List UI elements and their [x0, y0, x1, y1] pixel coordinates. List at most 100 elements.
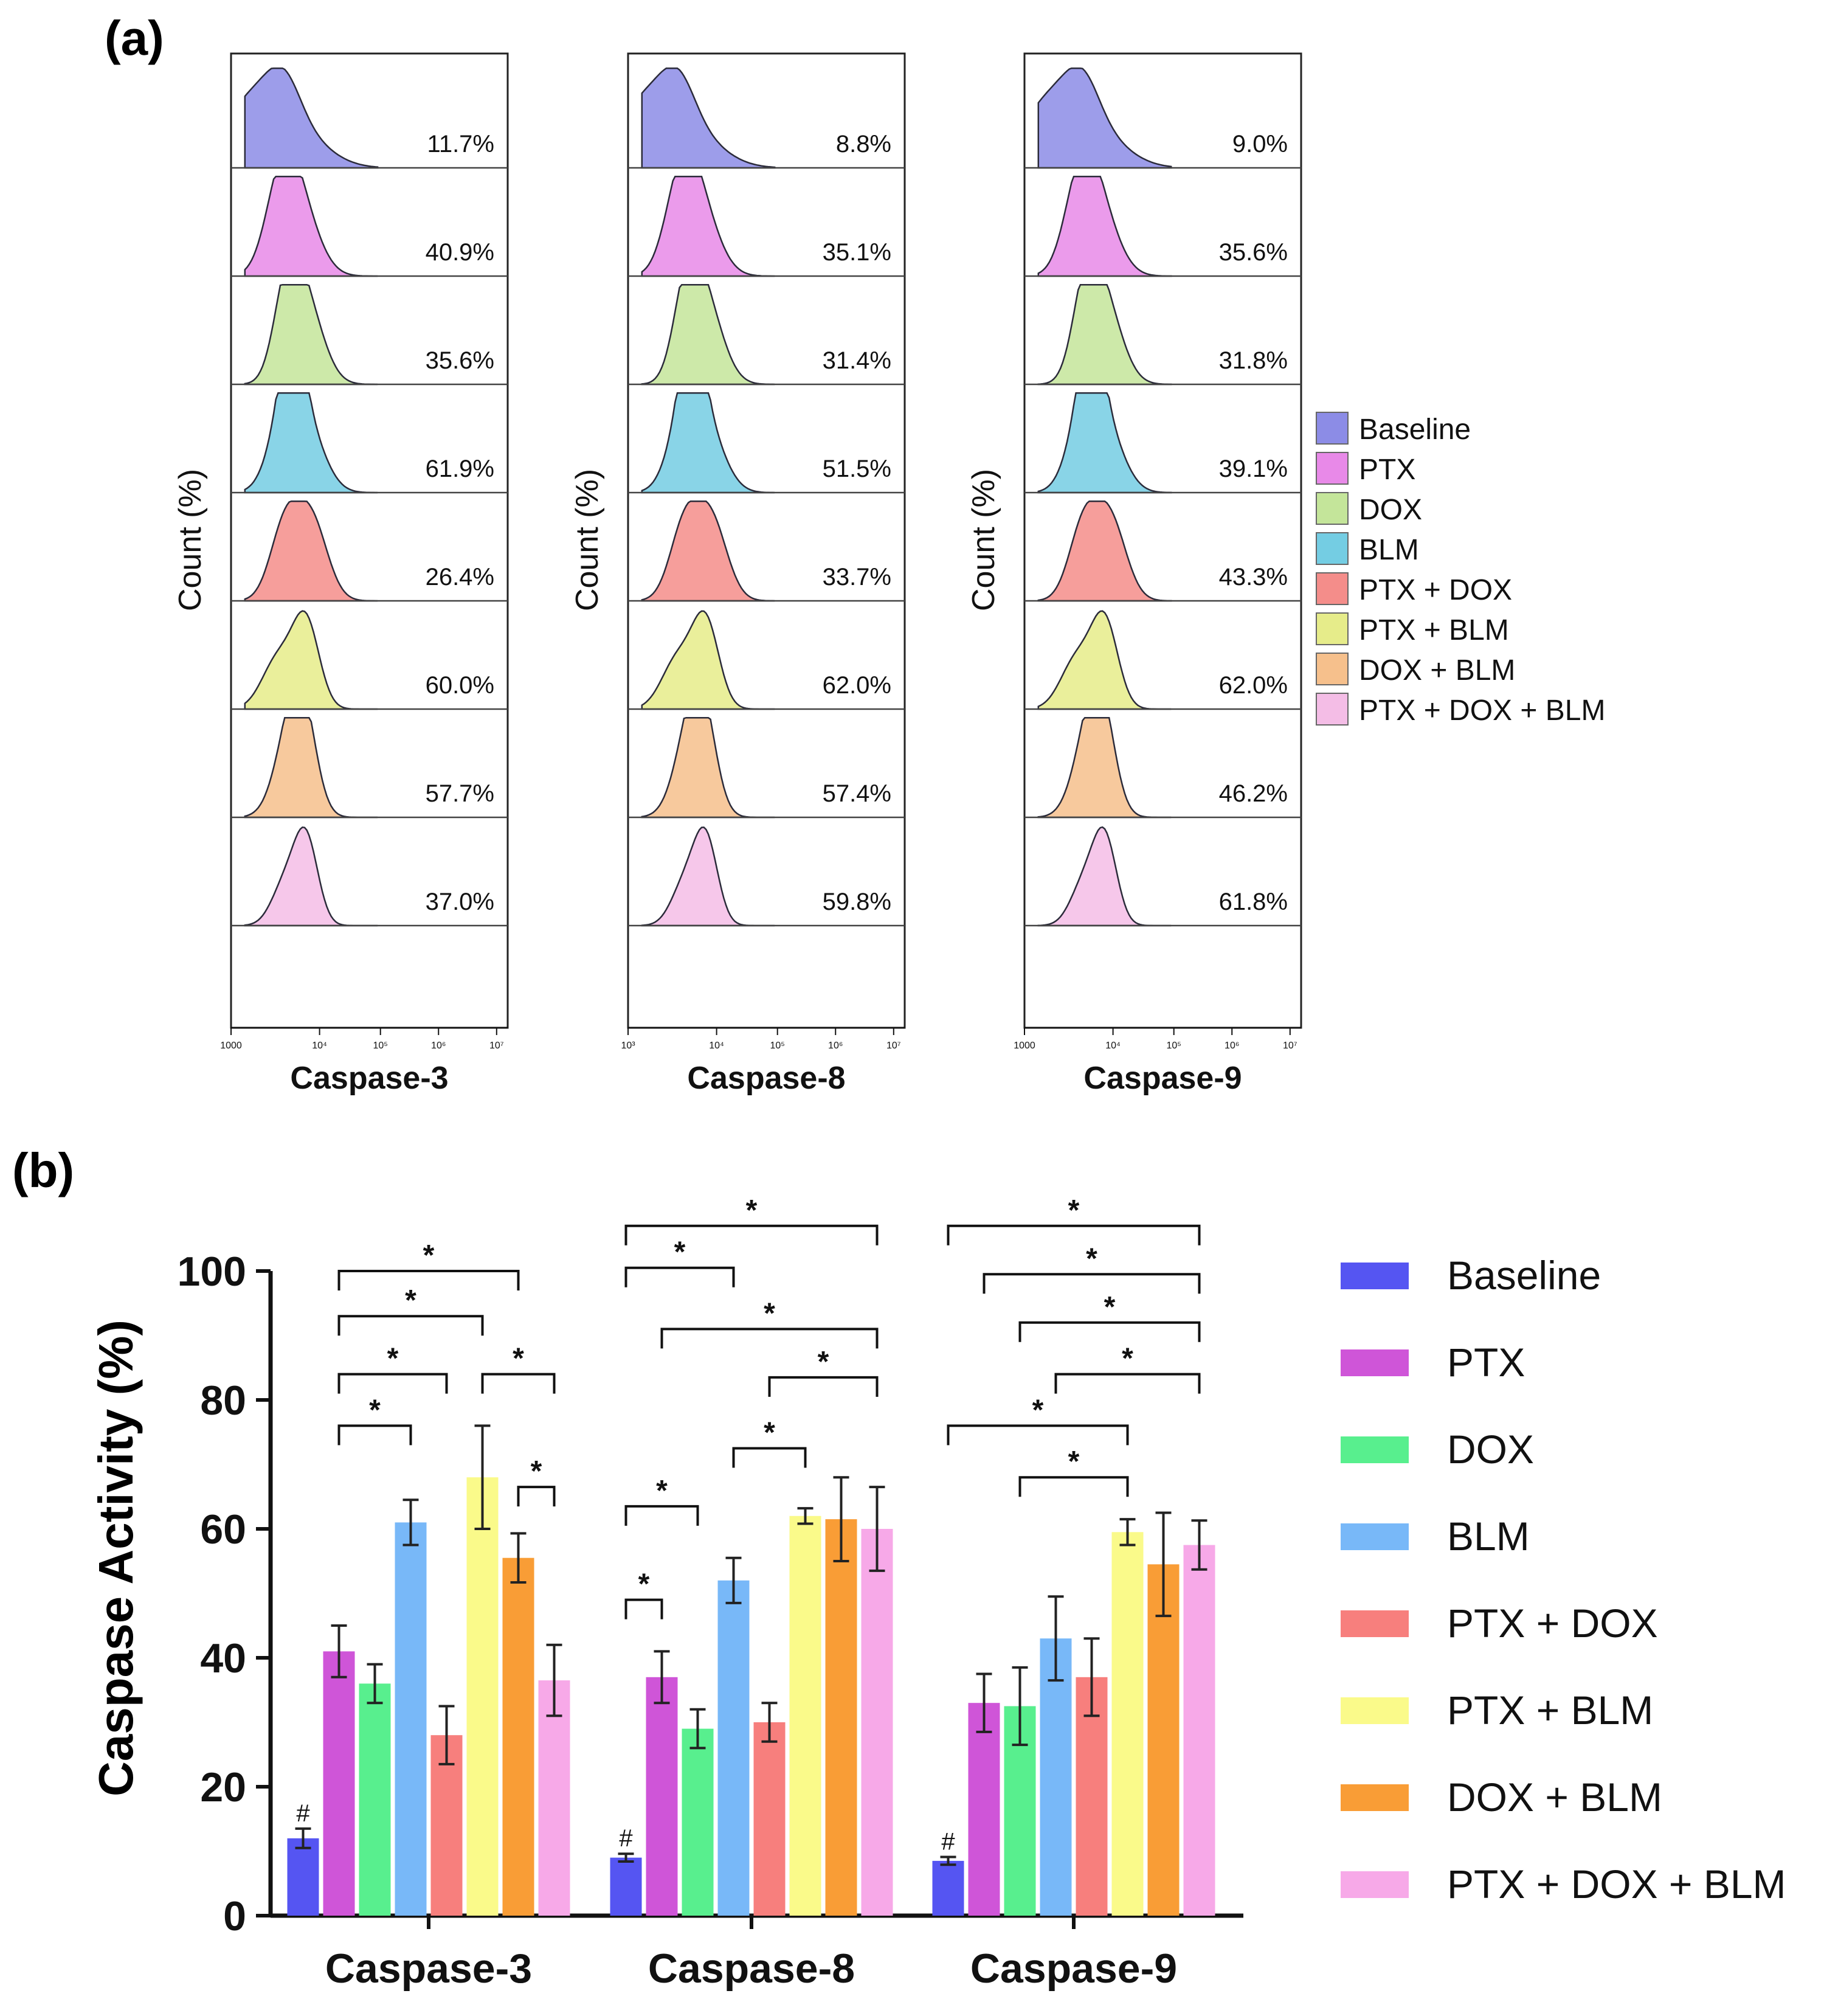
histogram-percent-label: 61.8% [1219, 888, 1288, 915]
significance-star: * [1032, 1394, 1044, 1426]
significance-star: * [405, 1284, 416, 1317]
significance-bracket [624, 1505, 699, 1526]
significance-star: * [764, 1417, 775, 1449]
significance-hash: # [619, 1825, 633, 1852]
histogram-x-axis-label: Caspase-9 [1083, 1061, 1242, 1096]
histogram-percent-label: 35.1% [823, 239, 891, 266]
histogram-legend-entry: PTX [1359, 454, 1415, 486]
panel-a: (a) 11.7% 40.9% 35.6% 61.9% 26.4% 60.0% 57.7% 3… [105, 11, 1605, 1096]
histogram-legend-swatch [1316, 492, 1349, 525]
histogram-legend-swatch [1316, 612, 1349, 645]
histogram-7-fill [1037, 826, 1172, 927]
bar-legend-entry: PTX [1447, 1340, 1525, 1385]
histogram-x-axis-label: Caspase-8 [687, 1061, 845, 1096]
significance-star: * [746, 1194, 758, 1227]
bar-y-tick-label: 100 [178, 1249, 246, 1295]
bar-legend-swatch [1341, 1436, 1409, 1463]
histogram-3-fill [641, 392, 775, 494]
histogram-3-fill [1037, 392, 1172, 494]
histogram-legend-entry: PTX + DOX [1359, 574, 1512, 606]
histogram-percent-label: 26.4% [426, 564, 494, 591]
histogram-legend-entry: Baseline [1359, 414, 1471, 446]
significance-bracket [624, 1598, 663, 1619]
bar [466, 1477, 499, 1916]
bar [323, 1651, 355, 1916]
significance-star: * [674, 1236, 686, 1269]
bar-category-label: Caspase-8 [648, 1945, 855, 1992]
bar [968, 1703, 1000, 1916]
bar [359, 1683, 391, 1916]
bar-legend-entry: BLM [1447, 1514, 1530, 1559]
bar-legend-swatch [1341, 1697, 1409, 1724]
significance-bracket [983, 1273, 1201, 1294]
significance-bracket [1054, 1373, 1201, 1394]
histogram-percent-label: 9.0% [1232, 131, 1288, 158]
bar-legend-swatch [1341, 1349, 1409, 1376]
bar-legend: Baseline PTX DOX BLM PTX + DOX PTX + BLM DOX +… [1341, 1253, 1786, 1907]
histogram-panel-2: 8.8% 35.1% 31.4% 51.5% 33.7% 62.0% 57.4% 59.8% 1… [570, 52, 906, 1096]
bar-legend-entry: DOX + BLM [1447, 1775, 1662, 1820]
histogram-percent-label: 35.6% [426, 347, 494, 374]
bar-legend-entry: PTX + BLM [1447, 1688, 1653, 1733]
significance-bracket [1018, 1476, 1129, 1497]
histogram-legend-entry: DOX [1359, 494, 1422, 526]
histogram-legend-swatch [1316, 412, 1349, 445]
panel-b-label: (b) [12, 1143, 74, 1197]
significance-star: * [1068, 1194, 1080, 1227]
bar [1040, 1638, 1072, 1916]
histogram-6-fill [1037, 716, 1172, 819]
bar-legend-swatch [1341, 1871, 1409, 1898]
bar [717, 1580, 750, 1916]
histogram-x-tick-label: 10⁴ [312, 1041, 327, 1051]
histogram-2-fill [244, 283, 378, 386]
histogram-x-tick-label: 10³ [621, 1041, 635, 1051]
bar [1183, 1545, 1215, 1916]
histogram-7-fill [641, 826, 775, 927]
significance-bracket [337, 1424, 412, 1446]
bar [538, 1680, 570, 1916]
histogram-legend-swatch [1316, 653, 1349, 685]
significance-star: * [656, 1475, 668, 1507]
panel-a-label: (a) [105, 11, 164, 65]
histogram-legend-entry: DOX + BLM [1359, 654, 1515, 687]
histogram-5-fill [244, 610, 378, 710]
histogram-percent-label: 35.6% [1219, 239, 1288, 266]
histogram-legend-swatch [1316, 532, 1349, 565]
histogram-x-tick-label: 10⁷ [1283, 1041, 1297, 1051]
significance-star: * [387, 1343, 399, 1375]
bar [610, 1857, 642, 1916]
histogram-percent-label: 46.2% [1219, 780, 1288, 807]
significance-star: * [1104, 1291, 1116, 1323]
bar [502, 1557, 534, 1916]
histogram-percent-label: 39.1% [1219, 456, 1288, 482]
bar-legend-entry: Baseline [1447, 1253, 1601, 1298]
histogram-percent-label: 31.4% [823, 347, 891, 374]
significance-bracket [517, 1486, 556, 1507]
significance-star: * [369, 1394, 381, 1426]
significance-bracket [947, 1424, 1129, 1446]
bar-legend-swatch [1341, 1610, 1409, 1637]
bar [1111, 1532, 1144, 1916]
significance-bracket [947, 1224, 1201, 1245]
histogram-percent-label: 31.8% [1219, 347, 1288, 374]
significance-star: * [1068, 1446, 1080, 1478]
significance-bracket [768, 1376, 879, 1397]
bar-y-tick-label: 80 [200, 1377, 246, 1424]
bar [861, 1529, 893, 1916]
histogram-x-tick-label: 10⁷ [489, 1041, 504, 1051]
bar [646, 1677, 678, 1916]
histogram-5-fill [1037, 610, 1172, 710]
histogram-percent-label: 37.0% [426, 888, 494, 915]
histogram-percent-label: 33.7% [823, 564, 891, 591]
significance-bracket [1018, 1321, 1201, 1342]
histogram-percent-label: 62.0% [1219, 672, 1288, 699]
significance-star: * [818, 1346, 829, 1378]
histogram-0-fill [244, 67, 379, 169]
bar [682, 1728, 714, 1916]
histogram-6-fill [641, 716, 775, 819]
histogram-legend-entry: BLM [1359, 534, 1419, 566]
bar [789, 1515, 821, 1916]
histogram-y-axis-label: Count (%) [173, 469, 208, 611]
significance-star: * [423, 1239, 435, 1272]
histogram-4-fill [641, 500, 775, 602]
